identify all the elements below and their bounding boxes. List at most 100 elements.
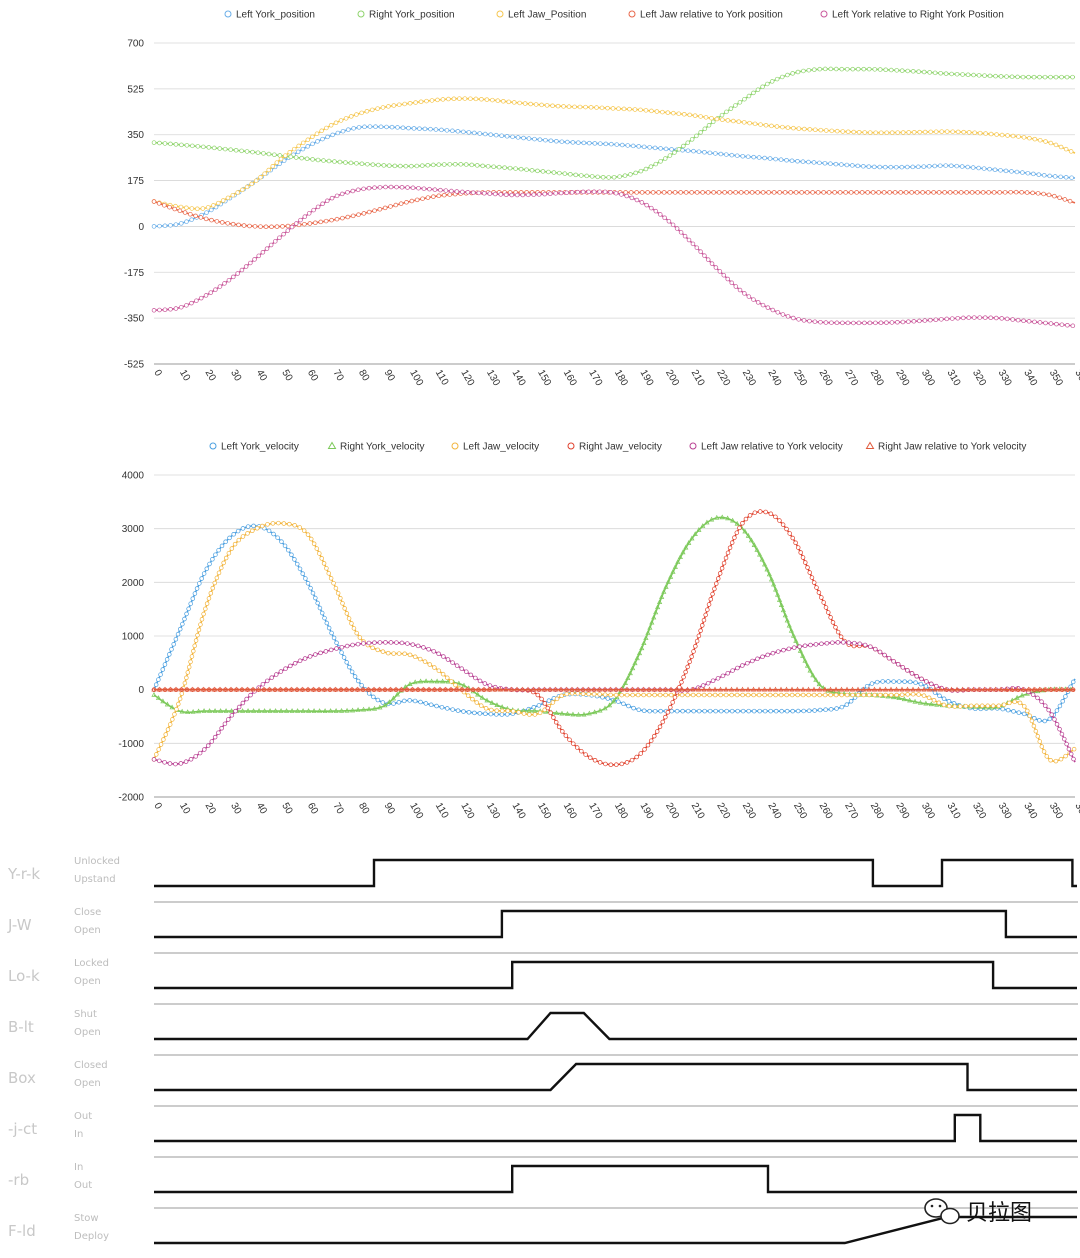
data-point: [464, 669, 469, 674]
data-point: [530, 686, 537, 692]
legend-label: Right York_velocity: [340, 442, 425, 453]
data-point: [569, 686, 575, 692]
data-point: [905, 68, 910, 74]
data-point: [943, 163, 949, 168]
data-point: [335, 590, 341, 596]
data-point: [236, 704, 242, 710]
data-point: [936, 700, 942, 706]
data-point: [444, 128, 450, 133]
data-point: [1005, 133, 1010, 138]
data-point: [178, 204, 184, 210]
data-point: [154, 752, 159, 757]
data-point: [313, 220, 318, 225]
data-point: [575, 189, 580, 195]
data-point: [412, 698, 418, 704]
data-point: [618, 686, 625, 692]
data-point: [201, 708, 207, 713]
data-point: [634, 190, 639, 195]
data-point: [990, 703, 996, 709]
data-point: [1042, 686, 1048, 692]
data-point: [1039, 744, 1045, 749]
data-point: [695, 686, 702, 692]
data-point: [744, 190, 749, 195]
data-point: [233, 148, 239, 153]
x-tick-label: 20: [203, 801, 218, 817]
data-point: [614, 142, 620, 147]
data-point: [603, 761, 608, 767]
data-point: [537, 710, 543, 716]
data-point: [756, 155, 762, 160]
data-point: [410, 185, 416, 191]
data-point: [1047, 686, 1054, 692]
data-point: [350, 188, 356, 194]
data-point: [343, 116, 349, 121]
data-point: [910, 691, 916, 697]
data-point: [830, 689, 836, 695]
data-point: [474, 163, 480, 168]
data-point: [270, 164, 275, 169]
data-point: [468, 96, 473, 101]
data-point: [616, 106, 621, 111]
data-point: [811, 692, 817, 698]
data-point: [222, 686, 229, 692]
data-point: [1065, 322, 1070, 328]
data-point: [182, 616, 187, 622]
data-point: [674, 226, 680, 231]
data-point: [1059, 322, 1065, 327]
data-point: [807, 667, 813, 673]
data-point: [613, 692, 619, 698]
data-point: [977, 130, 983, 136]
data-point: [742, 291, 747, 296]
data-point: [167, 686, 174, 692]
series-left-york-velocity: [151, 523, 1076, 724]
data-point: [958, 190, 964, 195]
data-point: [627, 106, 632, 112]
x-tick-label: 30: [228, 801, 243, 817]
data-point: [987, 166, 992, 172]
data-point: [900, 319, 906, 325]
data-point: [926, 695, 932, 700]
data-point: [233, 686, 240, 692]
data-point: [835, 640, 841, 645]
data-point: [580, 189, 586, 195]
data-point: [696, 633, 702, 639]
data-point: [193, 754, 198, 759]
data-point: [996, 703, 1001, 709]
data-point: [634, 754, 639, 760]
data-point: [813, 677, 819, 682]
data-point: [629, 195, 635, 201]
data-point: [685, 708, 691, 714]
data-point: [434, 678, 440, 684]
data-point: [286, 547, 291, 553]
data-point: [938, 70, 943, 76]
data-point: [179, 691, 185, 696]
data-point: [784, 526, 789, 532]
data-point: [636, 144, 641, 149]
data-point: [844, 692, 850, 698]
legend-label: Right Jaw_velocity: [579, 442, 662, 453]
data-point: [779, 74, 785, 80]
data-point: [556, 724, 562, 730]
data-point: [888, 686, 894, 692]
data-point: [153, 682, 159, 687]
data-point: [810, 672, 816, 678]
data-point: [216, 547, 221, 553]
data-point: [338, 596, 343, 601]
data-point: [833, 625, 838, 630]
data-point: [904, 686, 911, 692]
data-point: [998, 74, 1004, 79]
data-point: [789, 686, 795, 692]
data-point: [773, 586, 779, 592]
data-point: [980, 190, 986, 195]
data-point: [1016, 710, 1022, 715]
data-point: [932, 70, 938, 76]
data-point: [899, 686, 905, 692]
data-point: [406, 125, 411, 131]
data-point: [385, 650, 391, 656]
data-point: [1054, 321, 1059, 327]
data-point: [184, 675, 189, 680]
data-point: [437, 686, 443, 692]
data-point: [982, 315, 988, 320]
data-point: [476, 190, 482, 196]
data-point: [537, 137, 543, 142]
